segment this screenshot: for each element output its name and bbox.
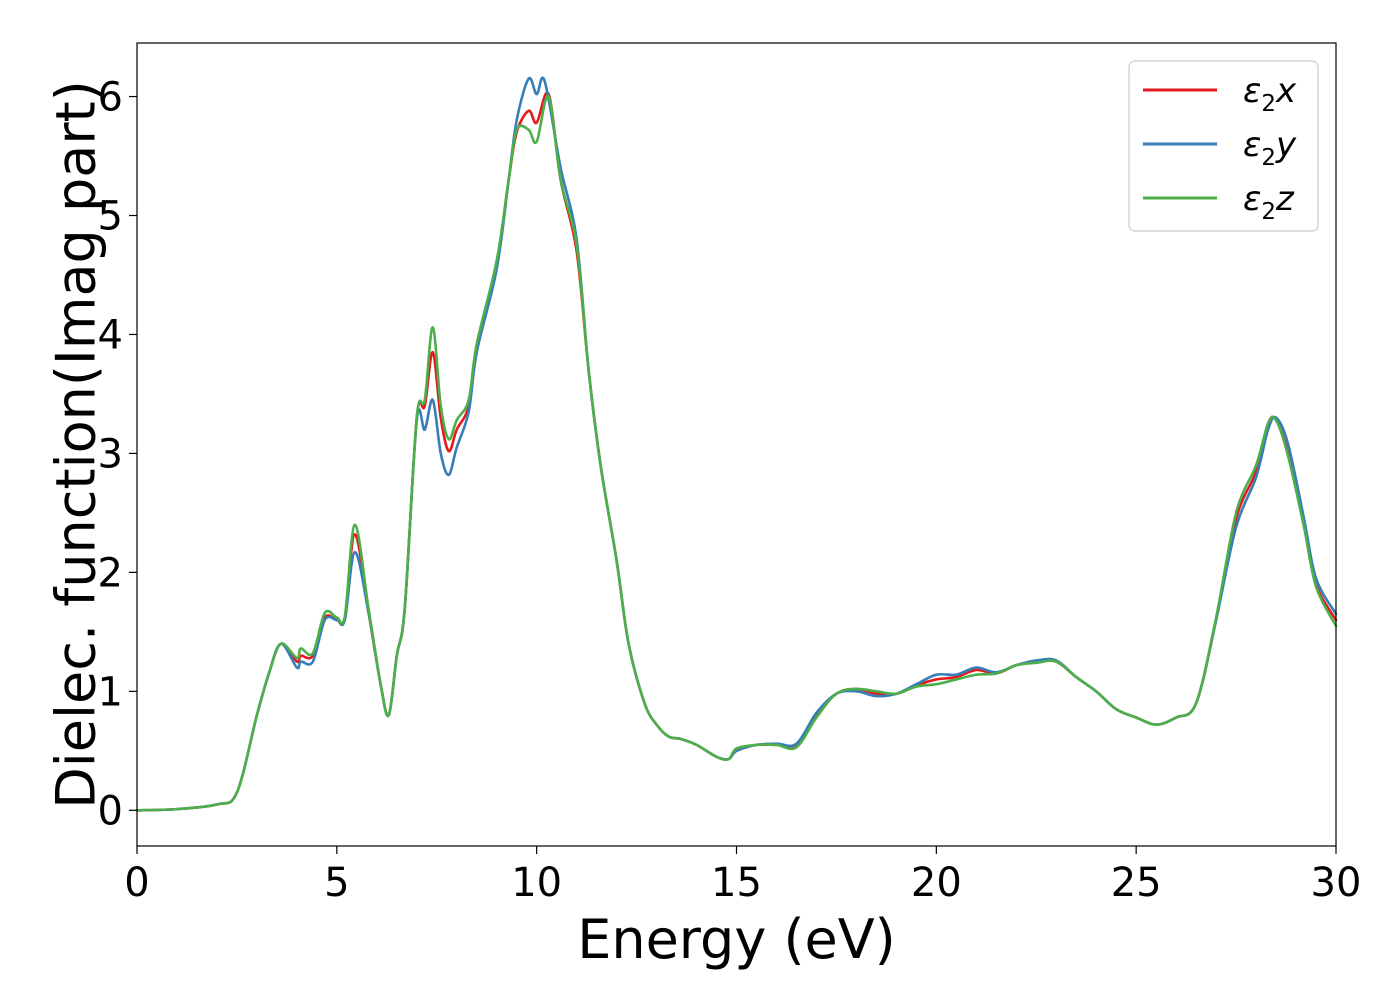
x-tick-label: 30: [1311, 860, 1362, 906]
y-axis-label: Dielec. function(Imag part): [45, 80, 108, 809]
y-tick-label: 2: [98, 550, 123, 596]
x-axis: 0 5 10 15 20 25 30: [124, 846, 1361, 906]
x-tick-label: 10: [511, 860, 562, 906]
x-tick-label: 0: [124, 860, 149, 906]
x-axis-label: Energy (eV): [577, 908, 896, 971]
y-tick-label: 1: [98, 669, 123, 715]
x-tick-label: 15: [711, 860, 762, 906]
y-tick-label: 0: [98, 788, 123, 834]
legend-component: x: [1275, 71, 1297, 111]
legend-symbol: ε: [1243, 71, 1261, 111]
legend-symbol: ε: [1243, 125, 1261, 165]
series-layer: [135, 76, 1338, 812]
legend-component: z: [1275, 179, 1295, 219]
legend-label-eps2y: ε2y: [1243, 125, 1297, 171]
x-tick-label: 25: [1111, 860, 1162, 906]
y-tick-label: 3: [98, 431, 123, 477]
legend-subscript: 2: [1261, 199, 1276, 225]
x-tick-label: 5: [324, 860, 349, 906]
legend-subscript: 2: [1261, 91, 1276, 117]
y-tick-label: 4: [98, 312, 123, 358]
y-tick-label: 5: [98, 193, 123, 239]
x-tick-label: 20: [911, 860, 962, 906]
series-line-eps2z: [135, 95, 1338, 812]
legend-subscript: 2: [1261, 145, 1276, 171]
legend-symbol: ε: [1243, 179, 1261, 219]
legend-box: [1128, 60, 1319, 232]
y-axis: 0 1 2 3 4 5 6: [98, 75, 137, 834]
legend-label-eps2z: ε2z: [1243, 179, 1295, 225]
legend-label-eps2x: ε2x: [1243, 71, 1297, 117]
y-tick-label: 6: [98, 75, 123, 121]
legend-component: y: [1275, 125, 1297, 165]
